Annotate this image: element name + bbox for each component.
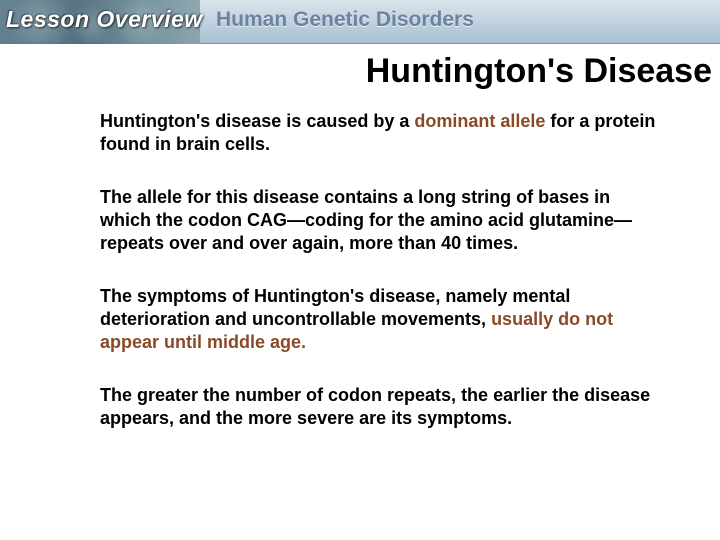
paragraph-2: The allele for this disease contains a l…	[100, 186, 660, 255]
paragraph-1: Huntington's disease is caused by a domi…	[100, 110, 660, 156]
header: Lesson Overview Human Genetic Disorders	[0, 0, 720, 44]
chapter-title: Human Genetic Disorders	[216, 8, 474, 32]
p1-seg2: dominant allele	[414, 111, 550, 131]
lesson-overview-label: Lesson Overview	[6, 6, 203, 33]
p1-seg1: Huntington's disease is caused by a	[100, 111, 414, 131]
p2-seg1: The allele for this disease contains a l…	[100, 187, 632, 253]
paragraph-4: The greater the number of codon repeats,…	[100, 384, 660, 430]
page-title: Huntington's Disease	[366, 52, 712, 91]
body: Huntington's disease is caused by a domi…	[100, 110, 660, 430]
paragraph-3: The symptoms of Huntington's disease, na…	[100, 285, 660, 354]
p4-seg1: The greater the number of codon repeats,…	[100, 385, 650, 428]
slide: Lesson Overview Human Genetic Disorders …	[0, 0, 720, 540]
